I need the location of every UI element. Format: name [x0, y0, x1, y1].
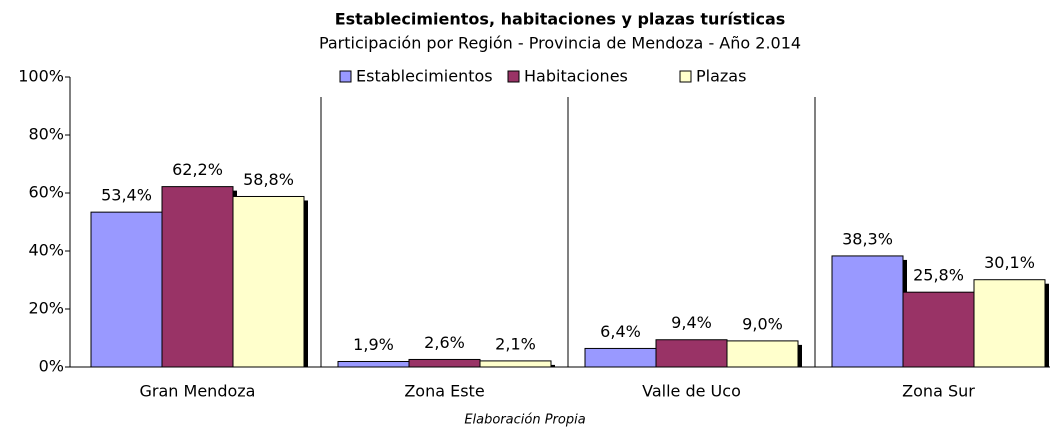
- legend-label: Plazas: [696, 67, 746, 86]
- data-label: 9,4%: [671, 313, 712, 332]
- data-label: 30,1%: [984, 253, 1035, 272]
- data-label: 1,9%: [353, 335, 394, 354]
- bar: [90, 211, 163, 368]
- legend-label: Establecimientos: [356, 67, 493, 86]
- y-tick-label: 60%: [28, 183, 64, 202]
- bar: [479, 360, 552, 368]
- bar: [973, 279, 1046, 368]
- data-label: 6,4%: [600, 322, 641, 341]
- bar: [337, 360, 410, 368]
- bar: [408, 358, 481, 368]
- chart-title: Establecimientos, habitaciones y plazas …: [335, 10, 786, 29]
- bar: [831, 255, 904, 368]
- data-label: 53,4%: [101, 186, 152, 205]
- x-tick-label: Zona Este: [404, 382, 484, 401]
- legend-swatch: [679, 70, 692, 83]
- legend-label: Habitaciones: [524, 67, 628, 86]
- data-label: 2,6%: [424, 333, 465, 352]
- data-label: 58,8%: [243, 170, 294, 189]
- y-tick-label: 20%: [28, 299, 64, 318]
- y-tick-label: 100%: [18, 67, 64, 86]
- annotation: Elaboración Propia: [464, 413, 585, 428]
- x-tick-label: Valle de Uco: [642, 382, 741, 401]
- bar: [726, 340, 799, 368]
- x-tick-label: Zona Sur: [902, 382, 975, 401]
- x-tick-label: Gran Mendoza: [140, 382, 256, 401]
- y-tick-label: 0%: [39, 357, 64, 376]
- chart-subtitle: Participación por Región - Provincia de …: [319, 34, 801, 53]
- bar: [902, 291, 975, 368]
- data-label: 25,8%: [913, 266, 964, 285]
- bar: [584, 347, 657, 368]
- data-label: 9,0%: [742, 314, 783, 333]
- y-tick-label: 40%: [28, 241, 64, 260]
- data-label: 62,2%: [172, 160, 223, 179]
- bar: [655, 339, 728, 368]
- data-label: 2,1%: [495, 334, 536, 353]
- y-tick-label: 80%: [28, 125, 64, 144]
- bar: [232, 195, 305, 368]
- legend-swatch: [507, 70, 520, 83]
- data-label: 38,3%: [842, 229, 893, 248]
- bar: [161, 186, 234, 368]
- legend-swatch: [339, 70, 352, 83]
